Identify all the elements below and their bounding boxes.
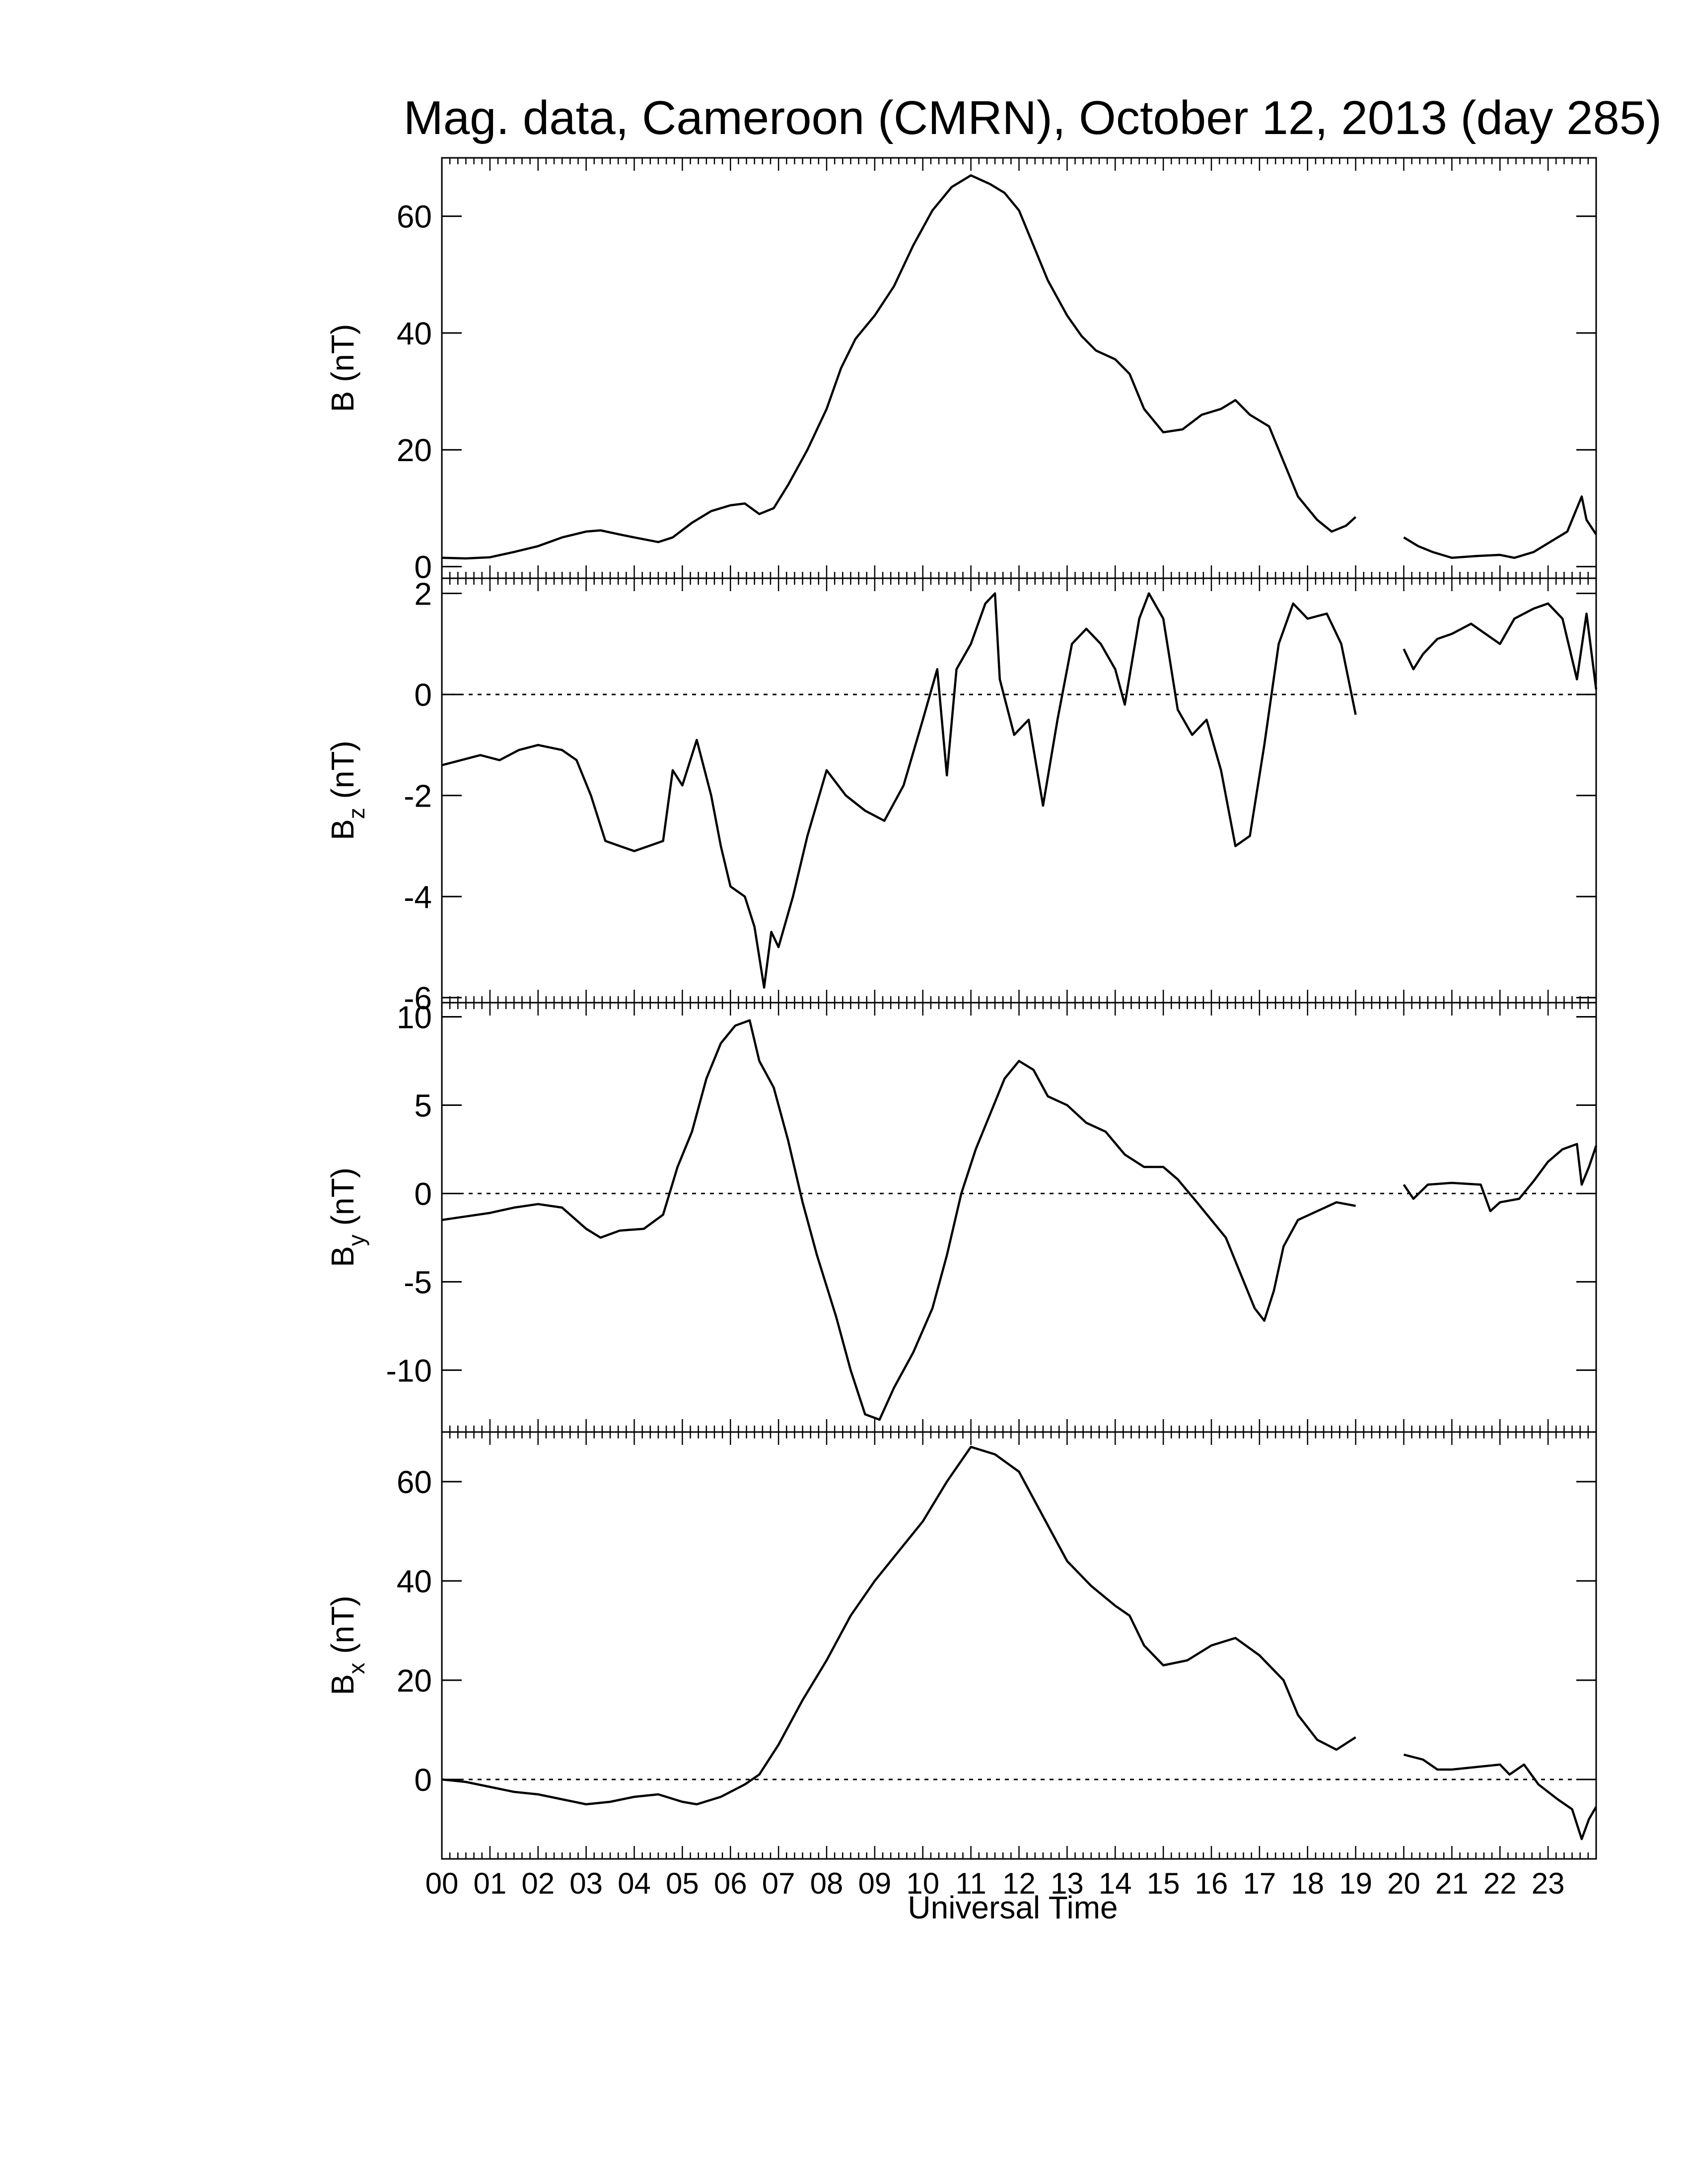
y-tick-label: 0 <box>414 677 432 713</box>
y-tick-label: -6 <box>404 980 432 1016</box>
x-tick-label: 14 <box>1099 1867 1132 1900</box>
y-tick-label: 20 <box>397 432 432 468</box>
data-line-segment <box>1403 1143 1598 1213</box>
x-tick-label: 05 <box>666 1867 699 1900</box>
x-tick-label: 00 <box>425 1867 459 1900</box>
y-tick-label: -10 <box>386 1353 432 1388</box>
y-tick-label: -2 <box>404 778 432 814</box>
y-axis-label: Bz (nT) <box>325 741 369 840</box>
x-tick-label: 21 <box>1435 1867 1469 1900</box>
y-axis-label: By (nT) <box>325 1167 369 1267</box>
x-tick-label: 15 <box>1147 1867 1180 1900</box>
y-tick-label: 0 <box>414 1176 432 1212</box>
data-line-segment <box>1403 602 1598 690</box>
y-tick-label: 0 <box>414 1762 432 1798</box>
y-tick-label: 10 <box>397 999 432 1035</box>
x-tick-label: 16 <box>1195 1867 1228 1900</box>
y-tick-label: 20 <box>397 1663 432 1699</box>
y-axis-label: B (nT) <box>325 324 360 412</box>
x-tick-label: 19 <box>1339 1867 1372 1900</box>
x-tick-label: 09 <box>858 1867 892 1900</box>
x-tick-label: 22 <box>1483 1867 1517 1900</box>
data-line-segment <box>441 1019 1356 1421</box>
x-tick-label: 07 <box>762 1867 795 1900</box>
panel-2: -10 -5 0 5 10 By (nT) <box>325 999 1598 1433</box>
y-tick-label: 0 <box>414 549 432 585</box>
data-line-segment <box>1403 495 1597 559</box>
panel-1: -6 -4 -2 0 2 Bz (nT) <box>325 576 1598 1016</box>
data-line-segment <box>1403 1753 1597 1841</box>
y-tick-label: 40 <box>397 1564 432 1599</box>
data-line-segment <box>441 592 1357 989</box>
x-tick-label: 04 <box>618 1867 651 1900</box>
x-tick-label: 20 <box>1387 1867 1420 1900</box>
x-tick-label: 08 <box>810 1867 844 1900</box>
y-tick-label: 5 <box>414 1088 432 1123</box>
y-tick-label: 60 <box>397 199 432 235</box>
x-tick-label: 01 <box>474 1867 507 1900</box>
chart-title: Mag. data, Cameroon (CMRN), October 12, … <box>404 91 1662 144</box>
x-tick-label: 12 <box>1002 1867 1036 1900</box>
data-line-segment <box>441 174 1357 560</box>
data-line-segment <box>441 1445 1356 1806</box>
x-tick-label: 10 <box>906 1867 939 1900</box>
y-tick-label: 60 <box>397 1464 432 1500</box>
panel-0: 0 20 40 60 B (nT) <box>325 157 1597 585</box>
x-tick-label: 02 <box>521 1867 555 1900</box>
x-tick-label: 03 <box>569 1867 603 1900</box>
y-tick-label: -4 <box>404 879 432 915</box>
x-tick-label: 23 <box>1532 1867 1565 1900</box>
x-axis-label: Universal Time <box>908 1890 1118 1925</box>
x-tick-label: 18 <box>1291 1867 1324 1900</box>
y-tick-label: 40 <box>397 316 432 351</box>
x-tick-label: 11 <box>955 1867 986 1900</box>
y-tick-label: -5 <box>404 1264 432 1300</box>
x-tick-label: 06 <box>714 1867 747 1900</box>
y-tick-label: 2 <box>414 576 432 612</box>
x-tick-label: 17 <box>1243 1867 1276 1900</box>
panel-3: 0 20 40 60 Bx (nT) <box>325 1431 1597 1860</box>
x-axis-tick-labels: 00 01 02 03 04 05 06 07 08 09 10 11 12 13 14 15 16 17 18 19… <box>425 1867 1565 1900</box>
x-tick-label: 13 <box>1051 1867 1084 1900</box>
y-axis-label: Bx (nT) <box>325 1596 369 1696</box>
